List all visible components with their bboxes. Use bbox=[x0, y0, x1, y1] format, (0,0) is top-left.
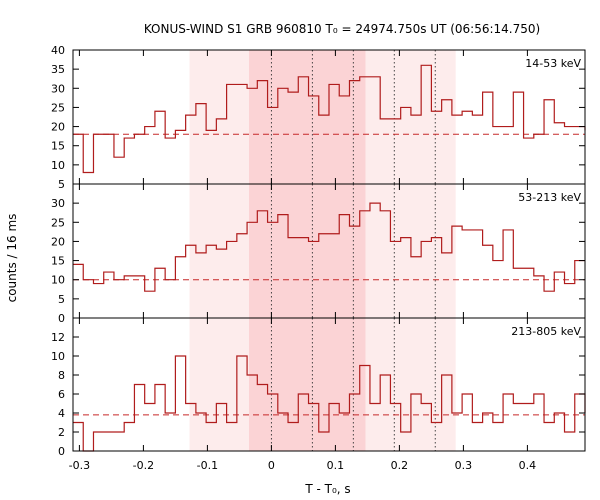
x-tick-label: -0.2 bbox=[133, 459, 154, 472]
y-tick-label: 6 bbox=[58, 388, 65, 401]
panel-1: 5 10 15 20 25 30 35 40 14-53 keV bbox=[51, 44, 586, 191]
panel-energy-label: 213-805 keV bbox=[511, 325, 581, 338]
y-tick-label: 10 bbox=[51, 159, 65, 172]
x-tick-label: 0.3 bbox=[455, 459, 473, 472]
x-tick-label: -0.3 bbox=[69, 459, 90, 472]
y-tick-label: 15 bbox=[51, 255, 65, 268]
x-axis-label: T - T₀, s bbox=[304, 482, 350, 496]
x-tick-label: -0.1 bbox=[197, 459, 218, 472]
y-tick-label: 15 bbox=[51, 140, 65, 153]
counts-step-line bbox=[73, 355, 586, 452]
y-tick-label: 10 bbox=[51, 274, 65, 287]
panel-energy-label: 53-213 keV bbox=[518, 191, 581, 204]
y-tick-label: 0 bbox=[58, 445, 65, 458]
panel-2: 0 5 10 15 20 25 30 53-213 keV bbox=[51, 183, 586, 325]
panel-3: 0 2 4 6 8 10 12 213-805 keV bbox=[51, 317, 586, 458]
y-tick-label: 5 bbox=[58, 293, 65, 306]
y-tick-label: 20 bbox=[51, 121, 65, 134]
y-tick-label: 25 bbox=[51, 216, 65, 229]
y-tick-label: 25 bbox=[51, 101, 65, 114]
y-tick-label: 4 bbox=[58, 407, 65, 420]
y-tick-label: 20 bbox=[51, 235, 65, 248]
y-tick-label: 30 bbox=[51, 197, 65, 210]
panel-frame bbox=[72, 317, 586, 452]
counts-step-line bbox=[73, 202, 585, 292]
x-tick-label: 0.2 bbox=[391, 459, 409, 472]
x-tick-label: 0.4 bbox=[519, 459, 537, 472]
counts-step-line bbox=[73, 64, 586, 174]
x-tick-label: 0 bbox=[268, 459, 275, 472]
y-tick-label: 2 bbox=[58, 426, 65, 439]
y-tick-label: 5 bbox=[58, 178, 65, 191]
x-tick-label: 0.1 bbox=[327, 459, 345, 472]
shaded-interval-medium bbox=[249, 318, 366, 451]
y-tick-label: 35 bbox=[51, 63, 65, 76]
chart-title: KONUS-WIND S1 GRB 960810 T₀ = 24974.750s… bbox=[144, 22, 540, 36]
shaded-interval-medium bbox=[249, 184, 366, 318]
y-tick-label: 40 bbox=[51, 44, 65, 57]
panel-energy-label: 14-53 keV bbox=[525, 57, 581, 70]
y-tick-label: 12 bbox=[51, 331, 65, 344]
shaded-interval-medium bbox=[249, 50, 366, 184]
y-tick-label: 8 bbox=[58, 369, 65, 382]
y-axis-label: counts / 16 ms bbox=[5, 214, 19, 303]
y-tick-label: 30 bbox=[51, 82, 65, 95]
y-tick-label: 0 bbox=[58, 312, 65, 325]
y-tick-label: 10 bbox=[51, 350, 65, 363]
